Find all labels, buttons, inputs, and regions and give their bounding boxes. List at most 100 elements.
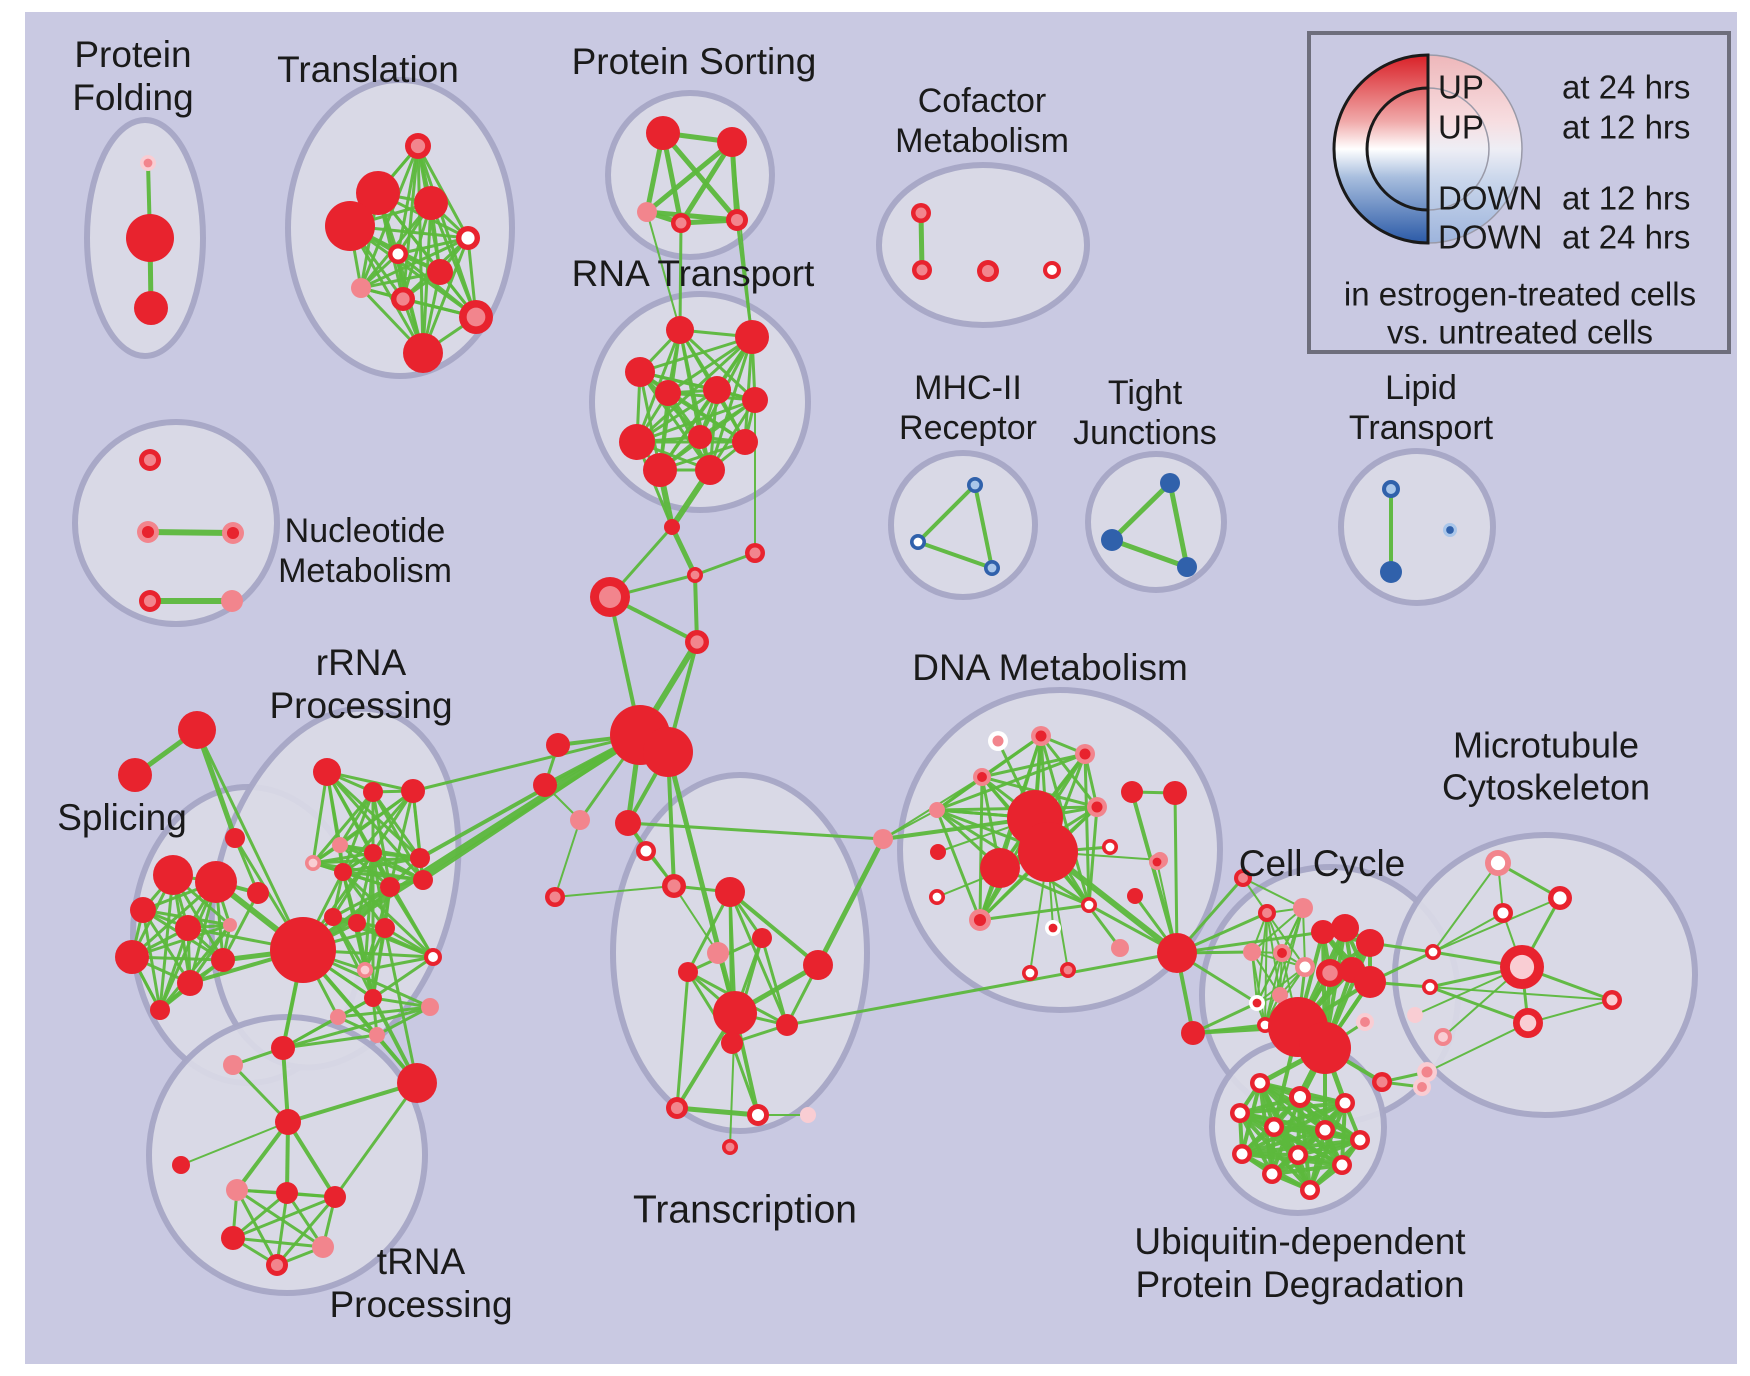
network-edge — [401, 144, 420, 301]
network-edge — [383, 926, 419, 1085]
network-node-core — [1322, 965, 1338, 981]
network-node-ring — [177, 970, 203, 996]
network-edge — [675, 970, 690, 1110]
network-edge — [1109, 537, 1190, 570]
network-edge — [388, 789, 415, 889]
cluster-label-lipid-transport: Lipid — [1385, 369, 1457, 407]
network-node-ring — [334, 863, 352, 881]
network-node-ring — [803, 950, 833, 980]
network-node-ring — [1018, 822, 1078, 882]
cluster-label-protein-folding: Folding — [72, 77, 193, 118]
network-edge — [669, 524, 698, 578]
legend-time-label: at 12 hrs — [1562, 109, 1690, 146]
network-node-core — [725, 1142, 735, 1152]
network-node-core — [143, 594, 157, 608]
network-edge — [935, 752, 1087, 812]
network-node-core — [360, 965, 370, 975]
network-node-ring — [1299, 1022, 1351, 1074]
network-node-ring — [276, 1182, 298, 1204]
network-node-core — [599, 586, 621, 608]
network-node-ring — [1111, 939, 1129, 957]
network-node-ring — [397, 1063, 437, 1103]
network-node-ring — [1181, 1021, 1205, 1045]
cluster-label-rrna-processing: Processing — [269, 685, 452, 726]
network-edge — [1270, 1138, 1362, 1176]
network-node-ring — [695, 455, 725, 485]
network-node-core — [1299, 961, 1311, 973]
network-edge — [130, 923, 232, 959]
network-edge — [141, 908, 162, 1012]
cluster-label-trna-processing: tRNA — [377, 1241, 466, 1282]
network-edge — [1173, 791, 1179, 955]
network-edge — [333, 1081, 419, 1199]
network-edge — [980, 752, 1087, 779]
cluster-label-lipid-transport: Transport — [1349, 409, 1494, 447]
network-node-ring — [930, 844, 946, 860]
network-edge — [1432, 912, 1504, 953]
network-node-ring — [226, 1179, 248, 1201]
cluster-blob-cofactor-metabolism — [876, 162, 1090, 328]
network-node-ring — [364, 989, 382, 1007]
network-node-core — [226, 526, 240, 540]
legend-caption: in estrogen-treated cells — [1344, 276, 1696, 313]
cluster-label-translation: Translation — [277, 49, 459, 90]
network-node-ring — [703, 376, 731, 404]
cluster-label-cofactor-metabolism: Cofactor — [918, 82, 1047, 120]
network-node-core — [1425, 982, 1435, 992]
network-node-core — [1417, 1082, 1427, 1092]
network-edge — [660, 130, 740, 223]
network-node-core — [1428, 947, 1438, 957]
network-edge — [194, 727, 238, 841]
network-node-core — [675, 217, 687, 229]
network-edge — [235, 1120, 290, 1192]
network-edge — [1432, 862, 1499, 953]
network-edge — [1266, 912, 1306, 968]
network-edge — [1432, 897, 1561, 953]
network-node-ring — [637, 202, 657, 222]
network-node-ring — [1160, 473, 1180, 493]
network-edge — [686, 890, 732, 974]
network-node-ring — [873, 829, 893, 849]
network-edge — [731, 141, 753, 338]
network-node-ring — [1356, 929, 1384, 957]
network-node-core — [1497, 907, 1509, 919]
legend-time-label: at 12 hrs — [1562, 180, 1690, 217]
network-edge — [158, 873, 175, 1012]
network-node-ring — [1101, 529, 1123, 551]
network-node-ring — [312, 1236, 334, 1258]
cluster-label-dna-metabolism: DNA Metabolism — [912, 647, 1188, 688]
network-node-core — [1606, 994, 1618, 1006]
network-edge — [331, 851, 375, 919]
network-node-core — [1079, 748, 1091, 760]
network-edge — [421, 236, 470, 355]
network-node-ring — [688, 425, 712, 449]
network-node-ring — [126, 214, 174, 262]
network-node-ring — [351, 278, 371, 298]
network-node-core — [1519, 1014, 1537, 1032]
network-edge — [371, 851, 387, 930]
legend-direction-label: DOWN — [1438, 219, 1542, 256]
network-edge — [635, 335, 754, 444]
cluster-label-mhc-ii-receptor: Receptor — [899, 409, 1037, 447]
cluster-label-protein-sorting: Protein Sorting — [572, 41, 817, 82]
network-node-ring — [717, 127, 747, 157]
cluster-blob-tight-junctions — [1085, 451, 1227, 593]
network-node-ring — [643, 453, 677, 487]
network-node-core — [1260, 1020, 1270, 1030]
network-node-core — [410, 138, 426, 154]
network-node-core — [549, 891, 561, 903]
network-edge — [371, 789, 415, 855]
network-node-ring — [776, 1014, 798, 1036]
network-node-ring — [1177, 557, 1197, 577]
network-node-core — [1438, 1032, 1448, 1042]
network-edge — [1240, 1128, 1327, 1156]
cluster-blob-mhc-ii-receptor — [888, 450, 1038, 600]
network-edge — [286, 1120, 337, 1199]
legend-direction-label: DOWN — [1438, 180, 1542, 217]
network-edge — [673, 885, 719, 954]
network-edge — [331, 885, 392, 919]
cluster-blob-lipid-transport — [1338, 448, 1496, 606]
cluster-label-rna-transport: RNA Transport — [572, 253, 815, 294]
network-node-core — [143, 453, 157, 467]
